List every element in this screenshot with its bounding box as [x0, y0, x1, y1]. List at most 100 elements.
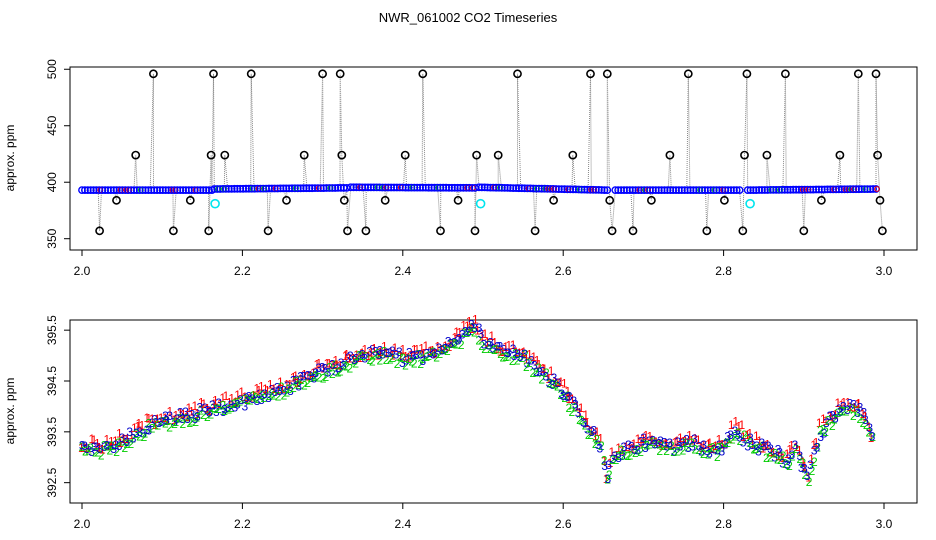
- bottom-point: 3: [311, 372, 318, 386]
- top-baseline-point: [812, 185, 820, 194]
- bottom-point: 3: [145, 423, 152, 437]
- bottom-point: 1: [337, 358, 344, 372]
- top-outlier-point: [568, 150, 578, 160]
- bottom-point: 2: [281, 388, 288, 402]
- bottom-point: 2: [606, 468, 613, 482]
- bottom-point: 1: [277, 375, 284, 389]
- bottom-point: 1: [310, 366, 317, 380]
- bottom-point: 1: [712, 439, 719, 453]
- bottom-x-tick-label: 2.4: [394, 517, 411, 531]
- bottom-point: 1: [107, 439, 114, 453]
- bottom-point: 2: [869, 430, 876, 444]
- bottom-point: 3: [691, 432, 698, 446]
- bottom-point: 3: [829, 409, 836, 423]
- bottom-plot-frame: [69, 319, 918, 504]
- bottom-point: 1: [255, 384, 262, 398]
- bottom-point: 2: [442, 342, 449, 356]
- top-baseline-point: [743, 186, 752, 195]
- top-baseline-point: [109, 186, 118, 195]
- bottom-point: 1: [615, 441, 622, 455]
- bottom-point: 3: [177, 406, 184, 420]
- bottom-point: 1: [250, 389, 257, 403]
- bottom-point: 1: [761, 439, 768, 453]
- bottom-point: 2: [233, 396, 240, 410]
- bottom-point: 1: [362, 343, 369, 357]
- bottom-point: 2: [320, 372, 327, 386]
- bottom-point: 3: [93, 440, 100, 454]
- bottom-point: 1: [194, 407, 201, 421]
- bottom-point: 1: [442, 339, 449, 353]
- bottom-point: 2: [308, 371, 315, 385]
- bottom-point: 3: [558, 387, 565, 401]
- bottom-point: 3: [615, 451, 622, 465]
- bottom-point: 1: [565, 384, 572, 398]
- bottom-point: 2: [200, 408, 207, 422]
- bottom-point: 2: [793, 442, 800, 456]
- bottom-point: 2: [439, 343, 446, 357]
- bottom-point: 1: [592, 429, 599, 443]
- top-outlier-point: [871, 69, 881, 79]
- bottom-point: 3: [505, 346, 512, 360]
- bottom-point: 2: [461, 326, 468, 340]
- bottom-point: 2: [782, 457, 789, 471]
- top-plot-area: [78, 69, 887, 236]
- bottom-point: 3: [189, 408, 196, 422]
- bottom-point: 3: [640, 431, 647, 445]
- top-baseline-point: [823, 185, 832, 194]
- bottom-point: 3: [179, 412, 186, 426]
- bottom-point: 3: [232, 401, 239, 415]
- bottom-point: 3: [451, 335, 458, 349]
- bottom-point: 1: [860, 407, 867, 421]
- bottom-point: 2: [204, 410, 211, 424]
- bottom-point: 1: [841, 395, 848, 409]
- bottom-point: 1: [756, 434, 763, 448]
- bottom-point: 1: [557, 375, 564, 389]
- top-outlier-point: [95, 226, 104, 236]
- bottom-point: 3: [747, 431, 754, 445]
- bottom-point: 1: [721, 438, 728, 452]
- top-outlier-point: [335, 69, 345, 79]
- bottom-point: 1: [320, 362, 327, 376]
- bottom-point: 2: [397, 350, 404, 364]
- top-outlier-point: [131, 150, 141, 160]
- bottom-point: 2: [729, 432, 736, 446]
- bottom-point: 2: [789, 450, 796, 464]
- bottom-point: 1: [813, 435, 820, 449]
- bottom-point: 1: [566, 392, 573, 406]
- bottom-point: 3: [664, 440, 671, 454]
- bottom-point: 1: [472, 313, 479, 327]
- bottom-point: 3: [700, 438, 707, 452]
- top-baseline-point: [792, 185, 800, 194]
- bottom-point: 3: [869, 430, 876, 444]
- bottom-point: 1: [827, 410, 834, 424]
- bottom-point: 1: [279, 382, 286, 396]
- bottom-point: 3: [304, 368, 311, 382]
- bottom-point: 3: [113, 438, 120, 452]
- bottom-point: 1: [375, 348, 382, 362]
- top-baseline-point: [735, 186, 744, 195]
- bottom-point: 2: [688, 436, 695, 450]
- bottom-point: 3: [272, 385, 279, 399]
- bottom-point: 2: [293, 375, 300, 389]
- bottom-point: 3: [293, 373, 300, 387]
- top-outlier-point: [418, 69, 428, 79]
- bottom-point: 1: [429, 343, 436, 357]
- bottom-point: 2: [592, 437, 599, 451]
- bottom-point: 3: [840, 400, 847, 414]
- bottom-point: 2: [552, 378, 559, 392]
- bottom-point: 1: [493, 342, 500, 356]
- bottom-point: 3: [476, 321, 483, 335]
- bottom-point: 2: [451, 336, 458, 350]
- top-baseline-point: [666, 186, 675, 195]
- bottom-point: 2: [656, 444, 663, 458]
- bottom-point: 2: [700, 447, 707, 461]
- top-outlier-point: [875, 195, 885, 205]
- bottom-point: 2: [87, 441, 94, 455]
- bottom-point: 2: [817, 424, 824, 438]
- bottom-point: 1: [780, 451, 787, 465]
- bottom-point: 2: [705, 447, 712, 461]
- bottom-point: 2: [466, 324, 473, 338]
- bottom-point: 1: [392, 341, 399, 355]
- bottom-point: 1: [183, 410, 190, 424]
- bottom-point: 1: [167, 405, 174, 419]
